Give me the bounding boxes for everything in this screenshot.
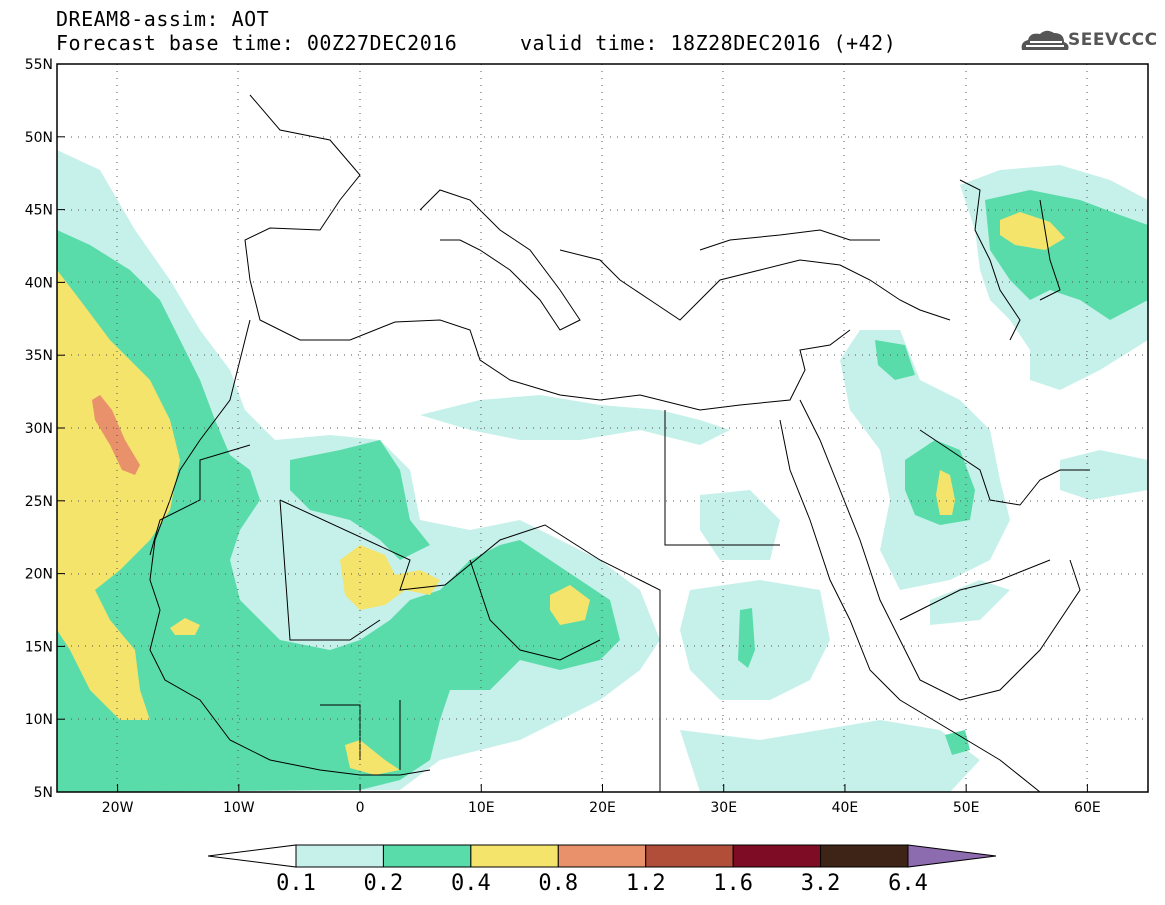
lat-tick-label: 10N [25, 712, 53, 728]
lon-tick-label: 40E [832, 800, 859, 816]
map-grid [57, 64, 1148, 792]
colorbar-label: 3.2 [800, 871, 841, 896]
lat-tick-label: 25N [25, 494, 53, 510]
colorbar-label: 0.4 [450, 871, 491, 896]
map-title: DREAM8-assim: AOT [56, 7, 270, 31]
lat-tick-label: 5N [34, 785, 53, 801]
lon-tick-label: 10E [468, 800, 495, 816]
cloud-logo-icon [1021, 30, 1069, 50]
lon-tick-label: 50E [953, 800, 980, 816]
colorbar-segment [732, 844, 822, 868]
lat-tick-label: 40N [25, 275, 53, 291]
lat-tick-label: 55N [25, 57, 53, 73]
lon-tick-label: 20E [589, 800, 616, 816]
colorbar-segment [470, 844, 559, 868]
colorbar-label: 1.6 [713, 871, 754, 896]
colorbar-segment [820, 844, 909, 868]
latitude-ticks: 5N 10N 15N 20N 25N 30N 35N 40N 45N 50N 55N [25, 57, 65, 801]
lat-tick-label: 20N [25, 567, 53, 583]
colorbar-label: 1.2 [625, 871, 666, 896]
aot-field [57, 150, 1148, 792]
colorbar-label: 0.2 [363, 871, 404, 896]
forecast-time-subtitle: Forecast base time: 00Z27DEC2016 valid t… [56, 31, 897, 55]
colorbar-segment [645, 844, 734, 868]
coastlines-borders [149, 94, 1090, 792]
logo-text: SEEVCCC [1068, 30, 1158, 50]
lat-tick-label: 50N [25, 130, 53, 146]
lat-tick-label: 30N [25, 421, 53, 437]
colorbar-label: 0.8 [538, 871, 579, 896]
lon-tick-label: 10W [223, 800, 255, 816]
lon-tick-label: 20W [102, 800, 134, 816]
colorbar-max-arrow [907, 844, 997, 868]
colorbar-segment [557, 844, 647, 868]
colorbar-min-arrow [207, 844, 297, 868]
colorbar-segment [382, 844, 472, 868]
lon-tick-label: 0 [356, 800, 365, 816]
aot-colorbar [207, 844, 997, 868]
colorbar-segment [295, 844, 384, 868]
colorbar-label: 6.4 [888, 871, 928, 896]
colorbar-label: 0.1 [276, 871, 316, 896]
lat-tick-label: 35N [25, 348, 53, 364]
lat-tick-label: 15N [25, 639, 53, 655]
lon-tick-label: 30E [710, 800, 737, 816]
longitude-ticks: 20W 10W 0 10E 20E 30E 40E 50E 60E [102, 784, 1101, 816]
lat-tick-label: 45N [25, 203, 53, 219]
lon-tick-label: 60E [1074, 800, 1101, 816]
